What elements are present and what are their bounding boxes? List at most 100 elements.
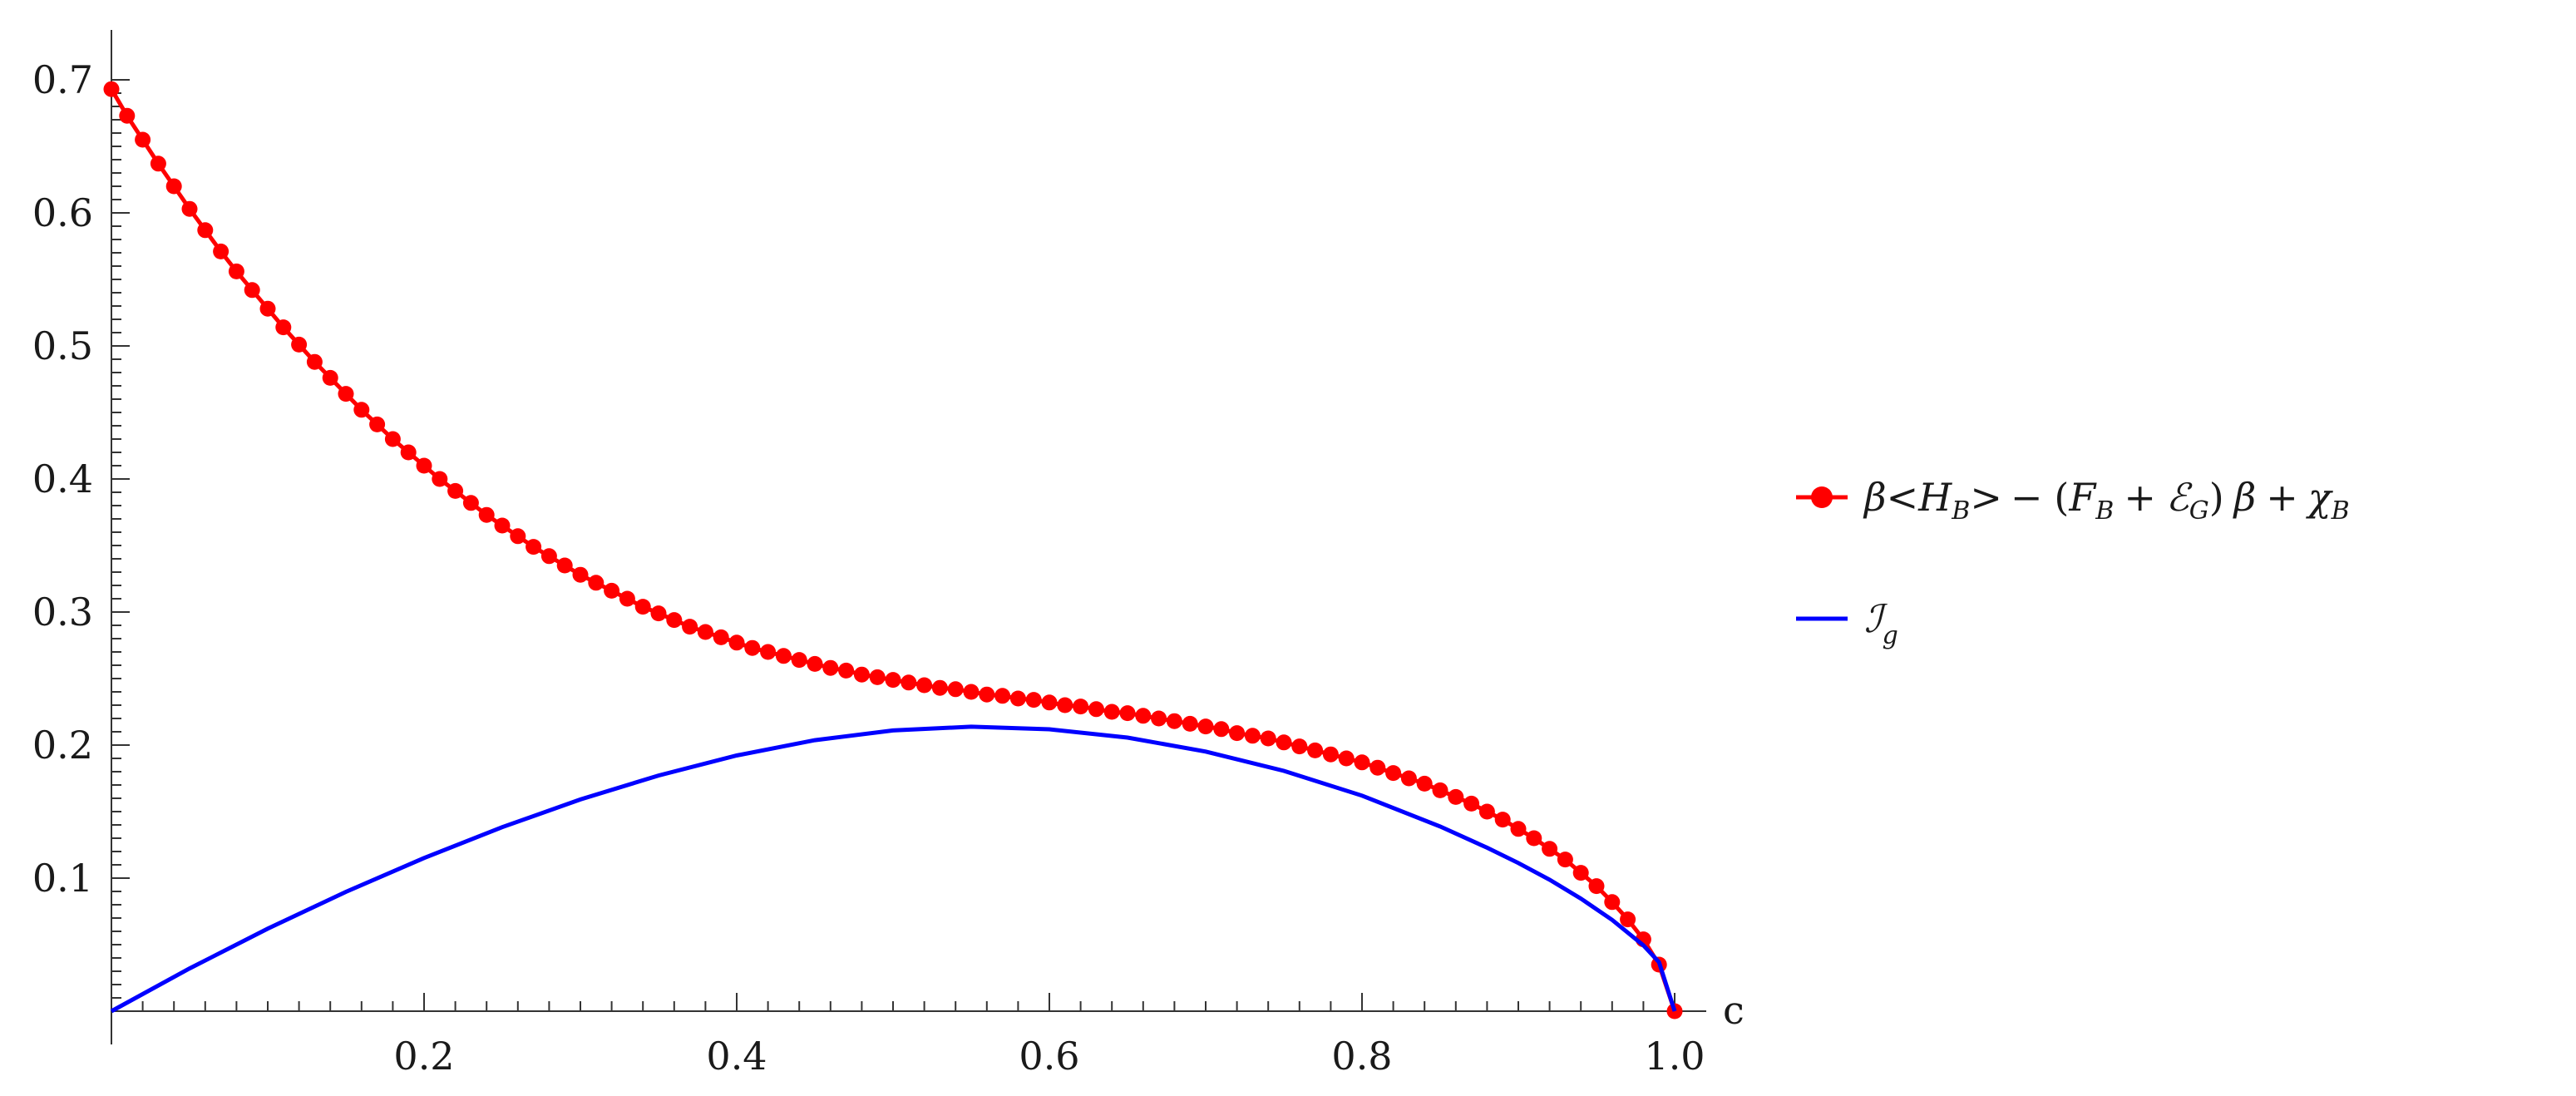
data-point xyxy=(510,528,526,545)
data-point xyxy=(384,431,401,447)
data-point xyxy=(306,353,323,370)
data-point xyxy=(1588,878,1605,895)
x-tick-label: 0.4 xyxy=(706,1034,767,1079)
data-point xyxy=(1057,697,1073,713)
data-point xyxy=(1400,770,1417,787)
data-point xyxy=(338,386,354,402)
data-point xyxy=(447,482,464,499)
data-point xyxy=(556,557,573,574)
data-point xyxy=(1041,694,1058,711)
data-point xyxy=(1291,738,1308,755)
series-markers-red xyxy=(103,81,1683,1019)
legend-entry-red: β<HB> − (FB + ℰG) β + χB xyxy=(1796,475,2350,526)
data-point xyxy=(540,548,557,565)
data-point xyxy=(181,200,198,217)
x-axis-label: c xyxy=(1723,988,1744,1033)
data-point xyxy=(994,688,1011,704)
data-point xyxy=(275,319,292,336)
data-point xyxy=(931,679,948,696)
data-point xyxy=(1073,699,1089,715)
legend: β<HB> − (FB + ℰG) β + χB ℐg xyxy=(1796,475,2350,650)
data-point xyxy=(1103,704,1120,720)
data-point xyxy=(369,416,386,432)
data-point xyxy=(1244,728,1261,744)
data-point xyxy=(353,402,370,418)
data-point xyxy=(150,156,166,172)
data-point xyxy=(791,652,807,669)
data-point xyxy=(869,669,886,685)
data-point xyxy=(259,300,276,317)
data-point xyxy=(228,263,244,279)
data-point xyxy=(462,495,479,511)
data-point xyxy=(1119,705,1136,722)
data-point xyxy=(322,369,338,386)
legend-swatch-red-marker xyxy=(1811,486,1833,508)
x-tick-labels: 0.2 0.4 0.6 0.8 1.0 xyxy=(393,1034,1705,1079)
data-point xyxy=(572,566,589,583)
data-point xyxy=(1025,692,1042,708)
data-point xyxy=(1088,701,1104,718)
data-point xyxy=(775,648,792,664)
data-point xyxy=(119,107,136,124)
data-point xyxy=(1572,865,1589,881)
data-point xyxy=(1135,708,1152,724)
data-point xyxy=(1432,782,1448,798)
data-point xyxy=(697,624,713,640)
data-point xyxy=(853,666,870,683)
data-point xyxy=(1182,715,1198,732)
data-point xyxy=(1494,812,1511,828)
data-point xyxy=(1197,718,1214,735)
data-point xyxy=(760,644,777,660)
y-tick-label: 0.1 xyxy=(32,856,93,901)
data-point xyxy=(1338,750,1355,767)
data-point xyxy=(432,471,448,487)
x-tick-label: 0.2 xyxy=(393,1034,454,1079)
x-tick-label: 1.0 xyxy=(1644,1034,1705,1079)
y-tick-labels: 0.1 0.2 0.3 0.4 0.5 0.6 0.7 xyxy=(32,57,93,901)
y-tick-label: 0.6 xyxy=(32,190,93,235)
legend-label-red: β<HB> − (FB + ℰG) β + χB xyxy=(1863,475,2350,526)
data-point xyxy=(1260,730,1276,747)
data-point xyxy=(1448,788,1464,805)
data-point xyxy=(244,282,260,299)
data-point xyxy=(916,677,933,694)
x-tick-label: 0.8 xyxy=(1331,1034,1392,1079)
axes: 0.2 0.4 0.6 0.8 1.0 0.1 0.2 0.3 0.4 0.5 0.6 0.7 c xyxy=(32,30,1744,1079)
data-point xyxy=(1276,734,1292,751)
series-line-red xyxy=(109,87,1677,1012)
y-ticks xyxy=(111,79,130,999)
data-point xyxy=(494,517,511,534)
data-point xyxy=(1385,765,1402,782)
data-point xyxy=(885,672,901,689)
data-point xyxy=(650,605,667,622)
y-tick-label: 0.3 xyxy=(32,590,93,634)
y-tick-label: 0.4 xyxy=(32,457,93,501)
data-point xyxy=(135,131,151,148)
data-point xyxy=(807,655,823,672)
data-point xyxy=(526,539,542,555)
data-point xyxy=(822,659,839,676)
data-point xyxy=(1478,803,1495,820)
data-point xyxy=(197,222,214,239)
legend-entry-blue: ℐg xyxy=(1796,596,1898,650)
y-tick-label: 0.5 xyxy=(32,323,93,368)
data-point xyxy=(1510,821,1527,837)
data-point xyxy=(1213,721,1230,738)
data-point xyxy=(666,612,683,629)
data-point xyxy=(1604,894,1621,911)
data-point xyxy=(400,444,417,461)
data-point xyxy=(947,681,964,698)
data-point xyxy=(1322,746,1339,763)
data-point xyxy=(619,590,635,607)
data-point xyxy=(682,619,698,635)
data-point xyxy=(1229,725,1246,742)
y-tick-label: 0.7 xyxy=(32,57,93,102)
data-point xyxy=(1542,841,1558,857)
data-point xyxy=(588,575,605,591)
data-point xyxy=(634,599,651,615)
series-line-blue xyxy=(110,724,1677,1014)
data-point xyxy=(604,582,620,599)
data-point xyxy=(901,674,917,691)
data-point xyxy=(103,81,120,97)
